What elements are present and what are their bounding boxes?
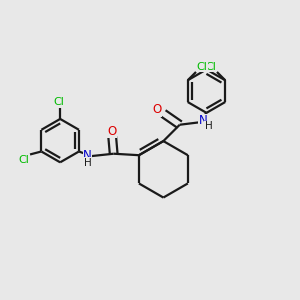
Text: N: N — [83, 149, 92, 162]
Text: Cl: Cl — [19, 155, 30, 165]
Text: H: H — [205, 121, 213, 131]
Text: Cl: Cl — [206, 61, 216, 72]
Text: O: O — [107, 124, 117, 138]
Text: Cl: Cl — [196, 61, 207, 72]
Text: N: N — [199, 114, 207, 128]
Text: O: O — [152, 103, 161, 116]
Text: H: H — [84, 158, 92, 168]
Text: Cl: Cl — [53, 97, 64, 107]
